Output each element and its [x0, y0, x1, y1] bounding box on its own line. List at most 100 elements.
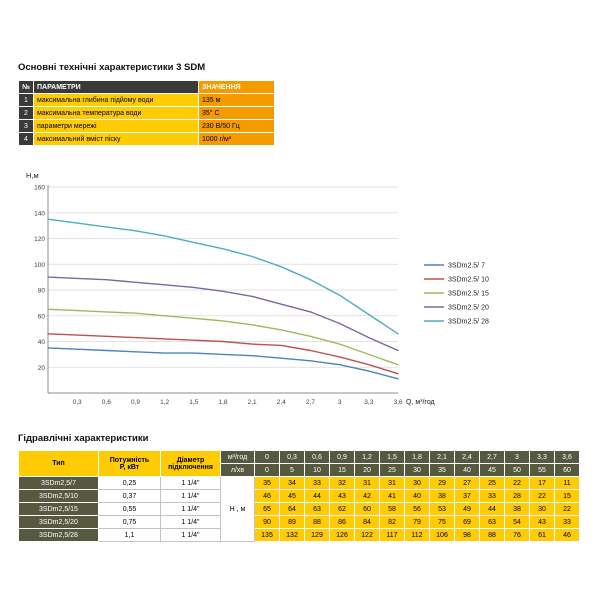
- flow-value-lmin: 10: [304, 463, 330, 477]
- series-line: [47, 347, 399, 380]
- head-value: 89: [279, 515, 305, 529]
- spec-row-param: максимальна температура води: [33, 106, 199, 120]
- y-tick-label: 120: [34, 236, 45, 243]
- flow-value-m3h: 1,8: [404, 450, 430, 464]
- spec-row-num: 4: [18, 132, 34, 146]
- pump-power: 0,75: [98, 515, 161, 529]
- flow-unit-m3h: м³/год: [220, 450, 255, 464]
- spec-header-param: ПАРАМЕТРИ: [33, 80, 199, 94]
- flow-value-m3h: 3,6: [554, 450, 580, 464]
- pump-diameter: 1 1/4": [160, 502, 221, 516]
- y-tick-label: 140: [34, 210, 45, 217]
- flow-value-m3h: 2,7: [479, 450, 505, 464]
- flow-value-lmin: 35: [429, 463, 455, 477]
- pump-diameter: 1 1/4": [160, 489, 221, 503]
- legend-label: 3SDm2.5/ 15: [448, 291, 489, 298]
- y-tick-label: 100: [34, 262, 45, 269]
- head-value: 122: [354, 528, 380, 542]
- col-header-diameter: Діаметр підключення: [160, 450, 221, 477]
- flow-value-m3h: 2,1: [429, 450, 455, 464]
- flow-value-m3h: 3: [504, 450, 530, 464]
- pump-performance-chart: Н,м 20 40 60 80 100 120 140 160 0,3 0,6 0,9 1,2 1,5 1,…: [26, 171, 489, 406]
- head-value: 15: [554, 489, 580, 503]
- head-value: 17: [529, 476, 555, 490]
- flow-unit-lmin: л/хв: [220, 463, 255, 477]
- pump-type: 3SDm2,5/15: [18, 502, 99, 516]
- flow-value-m3h: 2,4: [454, 450, 480, 464]
- head-value: 46: [554, 528, 580, 542]
- head-value: 53: [429, 502, 455, 516]
- col-header-power: Потужність Р, кВт: [98, 450, 161, 477]
- series-line: [47, 308, 399, 366]
- head-value: 42: [354, 489, 380, 503]
- head-value: 25: [479, 476, 505, 490]
- y-tick-label: 20: [38, 365, 46, 372]
- head-value: 43: [329, 489, 355, 503]
- pump-power: 0,25: [98, 476, 161, 490]
- x-tick-label: 1,5: [189, 399, 198, 406]
- head-value: 29: [429, 476, 455, 490]
- flow-value-lmin: 40: [454, 463, 480, 477]
- flow-value-m3h: 0,6: [304, 450, 330, 464]
- spec-header-value: ЗНАЧЕННЯ: [198, 80, 275, 94]
- y-axis-label: Н,м: [26, 171, 39, 180]
- head-value: 79: [404, 515, 430, 529]
- pump-type: 3SDm2,5/10: [18, 489, 99, 503]
- flow-value-lmin: 50: [504, 463, 530, 477]
- head-value: 135: [254, 528, 280, 542]
- head-value: 84: [354, 515, 380, 529]
- head-value: 33: [554, 515, 580, 529]
- head-value: 76: [504, 528, 530, 542]
- head-value: 28: [504, 489, 530, 503]
- flow-value-m3h: 1,2: [354, 450, 380, 464]
- flow-value-m3h: 0,3: [279, 450, 305, 464]
- pump-power: 0,55: [98, 502, 161, 516]
- spec-table: № ПАРАМЕТРИ ЗНАЧЕННЯ 1 максимальна глибина п…: [18, 80, 275, 146]
- y-tick-label: 160: [34, 185, 45, 192]
- series-line: [47, 218, 399, 335]
- flow-value-lmin: 25: [379, 463, 405, 477]
- pump-power: 0,37: [98, 489, 161, 503]
- spec-row-value: 35° С: [198, 106, 275, 120]
- head-value: 86: [329, 515, 355, 529]
- series-line: [47, 276, 399, 352]
- x-axis-label: Q, м³/год: [406, 399, 435, 406]
- head-value: 31: [354, 476, 380, 490]
- head-value: 58: [379, 502, 405, 516]
- spec-row-value: 135 м: [198, 93, 275, 107]
- head-value: 65: [254, 502, 280, 516]
- spec-header-num: №: [18, 80, 34, 94]
- spec-row-num: 1: [18, 93, 34, 107]
- head-value: 46: [254, 489, 280, 503]
- head-value: 40: [404, 489, 430, 503]
- x-tick-label: 0,3: [73, 399, 82, 406]
- head-value: 34: [279, 476, 305, 490]
- y-tick-label: 60: [38, 313, 46, 320]
- head-value: 75: [429, 515, 455, 529]
- spec-row-value: 1000 г/м³: [198, 132, 275, 146]
- head-value: 35: [254, 476, 280, 490]
- col-header-type: Тип: [18, 450, 99, 477]
- head-value: 38: [429, 489, 455, 503]
- head-value: 69: [454, 515, 480, 529]
- hydraulic-section-title: Гідравлічні характеристики: [18, 433, 149, 444]
- x-tick-label: 2,1: [248, 399, 257, 406]
- x-tick-label: 3: [338, 399, 342, 406]
- y-tick-label: 40: [38, 339, 46, 346]
- pump-diameter: 1 1/4": [160, 476, 221, 490]
- head-value: 30: [529, 502, 555, 516]
- head-value: 32: [329, 476, 355, 490]
- flow-value-lmin: 60: [554, 463, 580, 477]
- head-value: 56: [404, 502, 430, 516]
- head-value: 88: [479, 528, 505, 542]
- spec-row-param: параметри мережі: [33, 119, 199, 133]
- head-value: 22: [554, 502, 580, 516]
- series-line: [47, 333, 399, 375]
- head-value: 44: [304, 489, 330, 503]
- flow-value-lmin: 15: [329, 463, 355, 477]
- head-value: 60: [354, 502, 380, 516]
- pump-diameter: 1 1/4": [160, 528, 221, 542]
- x-tick-label: 2,7: [306, 399, 315, 406]
- legend-label: 3SDm2.5/ 28: [448, 319, 489, 326]
- head-value: 54: [504, 515, 530, 529]
